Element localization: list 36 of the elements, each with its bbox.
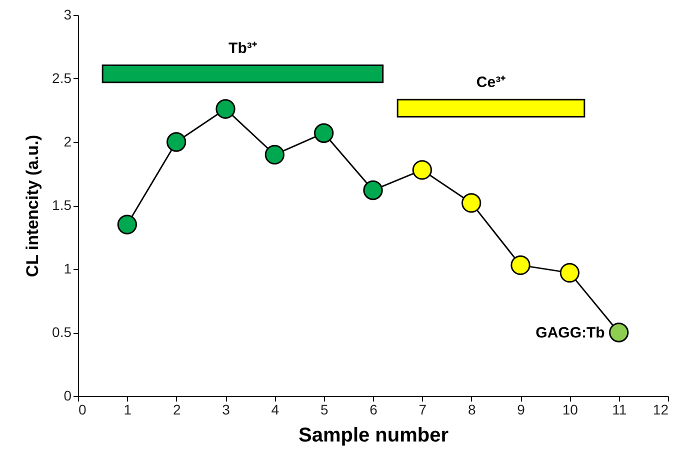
x-tick-label: 9 <box>517 402 526 418</box>
point <box>609 322 629 342</box>
x-tick-label: 8 <box>468 402 476 418</box>
x-tick-label: 10 <box>562 402 578 418</box>
band-label: Tb³⁺ <box>228 40 257 57</box>
point <box>560 262 580 283</box>
x-tick-label: 2 <box>172 402 181 418</box>
y-tick-label: 3 <box>64 6 72 22</box>
x-tick-label: 4 <box>271 402 280 418</box>
point <box>264 144 284 165</box>
y-tick-label: 0.5 <box>52 324 72 340</box>
y-tick-label: 1 <box>64 260 72 276</box>
annotation: GAGG:Tb <box>536 324 605 342</box>
x-tick-label: 7 <box>418 402 427 418</box>
x-tick-label: 1 <box>124 402 132 418</box>
point <box>363 180 383 200</box>
x-tick-label: 11 <box>612 402 627 418</box>
y-tick-label: 0 <box>64 388 72 404</box>
y-tick-label: 2.5 <box>52 70 72 86</box>
point <box>510 255 530 276</box>
x-axis-title: Sample number <box>298 424 449 446</box>
point <box>216 99 236 119</box>
point <box>412 160 432 180</box>
x-tick-label: 5 <box>320 402 328 418</box>
y-tick-label: 2 <box>64 134 72 150</box>
point <box>117 214 137 234</box>
y-axis-title: CL intencity (a.u.) <box>23 134 42 278</box>
point <box>314 123 334 143</box>
x-tick-label: 0 <box>78 402 86 418</box>
y-tick-label: 1.5 <box>52 197 72 213</box>
point <box>166 132 186 152</box>
x-tick-label: 3 <box>222 402 230 418</box>
x-tick-label: 12 <box>652 402 669 418</box>
point <box>462 193 482 213</box>
x-tick-label: 6 <box>370 402 378 418</box>
band-label: Ce³⁺ <box>476 74 506 92</box>
